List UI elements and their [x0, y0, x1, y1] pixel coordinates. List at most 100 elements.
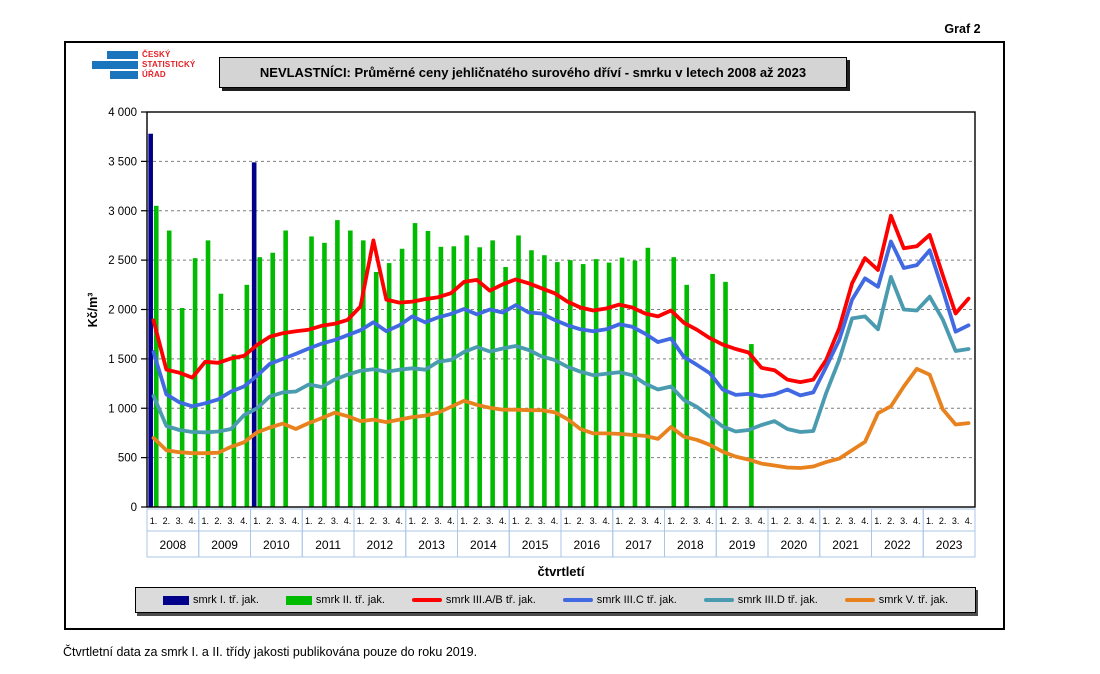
legend-item: smrk III.D tř. jak. [703, 594, 818, 606]
bar-smrk-I [251, 162, 257, 508]
footer-note: Čtvrtletní data za smrk I. a II. třídy j… [63, 645, 478, 659]
quarter-tick-label: 3. [538, 516, 546, 526]
bar-smrk-II [438, 246, 444, 507]
y-tick-label: 2 500 [108, 255, 137, 267]
bar-smrk-II [360, 240, 366, 507]
line-series [151, 239, 971, 409]
bar-smrk-II [723, 281, 728, 507]
legend-item: smrk I. tř. jak. [162, 594, 259, 606]
bar-smrk-II [386, 263, 392, 507]
quarter-tick-label: 1. [926, 516, 934, 526]
quarter-tick-label: 4. [758, 516, 766, 526]
quarter-tick-label: 4. [706, 516, 714, 526]
bar-smrk-II [309, 236, 314, 508]
bar-smrk-II [231, 354, 237, 507]
line-series [151, 213, 971, 385]
bar-smrk-II [283, 230, 288, 507]
bar-smrk-II [399, 248, 405, 508]
bar-smrk-II [555, 262, 560, 507]
quarter-tick-label: 2. [421, 516, 429, 526]
legend-bar-swatch-icon [162, 595, 189, 605]
bar-smrk-II [516, 235, 521, 507]
legend-item: smrk V. tř. jak. [844, 594, 948, 606]
quarter-tick-label: 2. [318, 516, 326, 526]
quarter-tick-label: 1. [822, 516, 830, 526]
y-tick-label: 3 500 [108, 156, 137, 168]
year-tick-label: 2016 [574, 538, 601, 552]
legend-label: smrk III.C tř. jak. [596, 594, 677, 606]
quarter-tick-label: 1. [305, 516, 313, 526]
line-series [151, 366, 971, 470]
year-tick-label: 2014 [470, 538, 497, 552]
quarter-tick-label: 2. [680, 516, 688, 526]
x-axis-title: čtvrtletí [538, 564, 585, 579]
quarter-tick-label: 2. [887, 516, 895, 526]
quarter-tick-label: 3. [952, 516, 960, 526]
quarter-tick-label: 2. [784, 516, 792, 526]
bar-smrk-II [244, 284, 250, 507]
quarter-tick-label: 1. [771, 516, 779, 526]
quarter-tick-label: 3. [227, 516, 235, 526]
quarter-tick-label: 3. [848, 516, 856, 526]
year-tick-label: 2015 [522, 538, 549, 552]
legend-item: smrk II. tř. jak. [285, 594, 385, 606]
quarter-tick-label: 2. [163, 516, 171, 526]
year-tick-label: 2020 [781, 538, 808, 552]
graf-number-label: Graf 2 [944, 22, 981, 36]
bar-smrk-II [593, 259, 599, 507]
quarter-tick-label: 1. [253, 516, 261, 526]
bar-smrk-II [412, 223, 418, 507]
quarter-tick-label: 2. [835, 516, 843, 526]
year-tick-label: 2008 [160, 538, 187, 552]
quarter-tick-label: 1. [719, 516, 727, 526]
bar-smrk-II [348, 230, 353, 507]
legend-label: smrk I. tř. jak. [192, 594, 259, 606]
bar-smrk-II [645, 247, 651, 507]
quarter-tick-label: 1. [150, 516, 158, 526]
quarter-tick-label: 2. [628, 516, 636, 526]
bar-smrk-II [632, 260, 638, 507]
bar-smrk-II [270, 252, 276, 507]
logo-bar-icon [107, 51, 138, 59]
quarter-tick-label: 3. [331, 516, 339, 526]
quarter-tick-label: 3. [383, 516, 391, 526]
year-row-cell [922, 530, 976, 558]
logo-text: ČESKÝ STATISTICKÝ ÚŘAD [142, 50, 195, 80]
y-tick-label: 2 000 [108, 305, 137, 317]
quarter-tick-label: 2. [473, 516, 481, 526]
quarter-tick-label: 4. [810, 516, 818, 526]
bar-smrk-II [684, 284, 690, 507]
quarter-tick-label: 4. [861, 516, 869, 526]
legend-line-swatch-icon [703, 598, 734, 602]
legend-label: smrk III.D tř. jak. [737, 594, 818, 606]
quarter-tick-label: 2. [214, 516, 222, 526]
quarter-tick-label: 4. [913, 516, 921, 526]
bar-smrk-II [451, 246, 457, 508]
year-tick-label: 2021 [832, 538, 859, 552]
bar-smrk-II [503, 267, 508, 507]
bar-smrk-II [671, 257, 677, 507]
quarter-tick-label: 2. [370, 516, 378, 526]
bar-smrk-II [710, 273, 715, 507]
quarter-tick-label: 3. [279, 516, 287, 526]
line-series [151, 274, 971, 435]
quarter-tick-label: 1. [201, 516, 209, 526]
bar-smrk-I [148, 133, 153, 507]
legend-line-swatch-icon [562, 598, 593, 602]
quarter-tick-label: 4. [344, 516, 352, 526]
quarter-tick-label: 2. [939, 516, 947, 526]
bar-smrk-II [749, 344, 754, 507]
logo-bar-icon [110, 71, 138, 79]
chart-legend: smrk I. tř. jak. smrk II. tř. jak. smrk II… [135, 587, 976, 613]
quarter-tick-label: 4. [240, 516, 248, 526]
year-tick-label: 2010 [263, 538, 290, 552]
year-tick-label: 2018 [677, 538, 704, 552]
bar-smrk-II [580, 264, 586, 507]
quarter-tick-label: 4. [396, 516, 404, 526]
chart-title-box: NEVLASTNÍCI: Průměrné ceny jehličnatého … [219, 57, 847, 88]
logo-bar-icon [92, 61, 138, 69]
bar-smrk-II [464, 235, 470, 507]
legend-line-swatch-icon [411, 598, 442, 602]
logo-text-line2: STATISTICKÝ [142, 60, 196, 69]
quarter-tick-label: 4. [603, 516, 611, 526]
